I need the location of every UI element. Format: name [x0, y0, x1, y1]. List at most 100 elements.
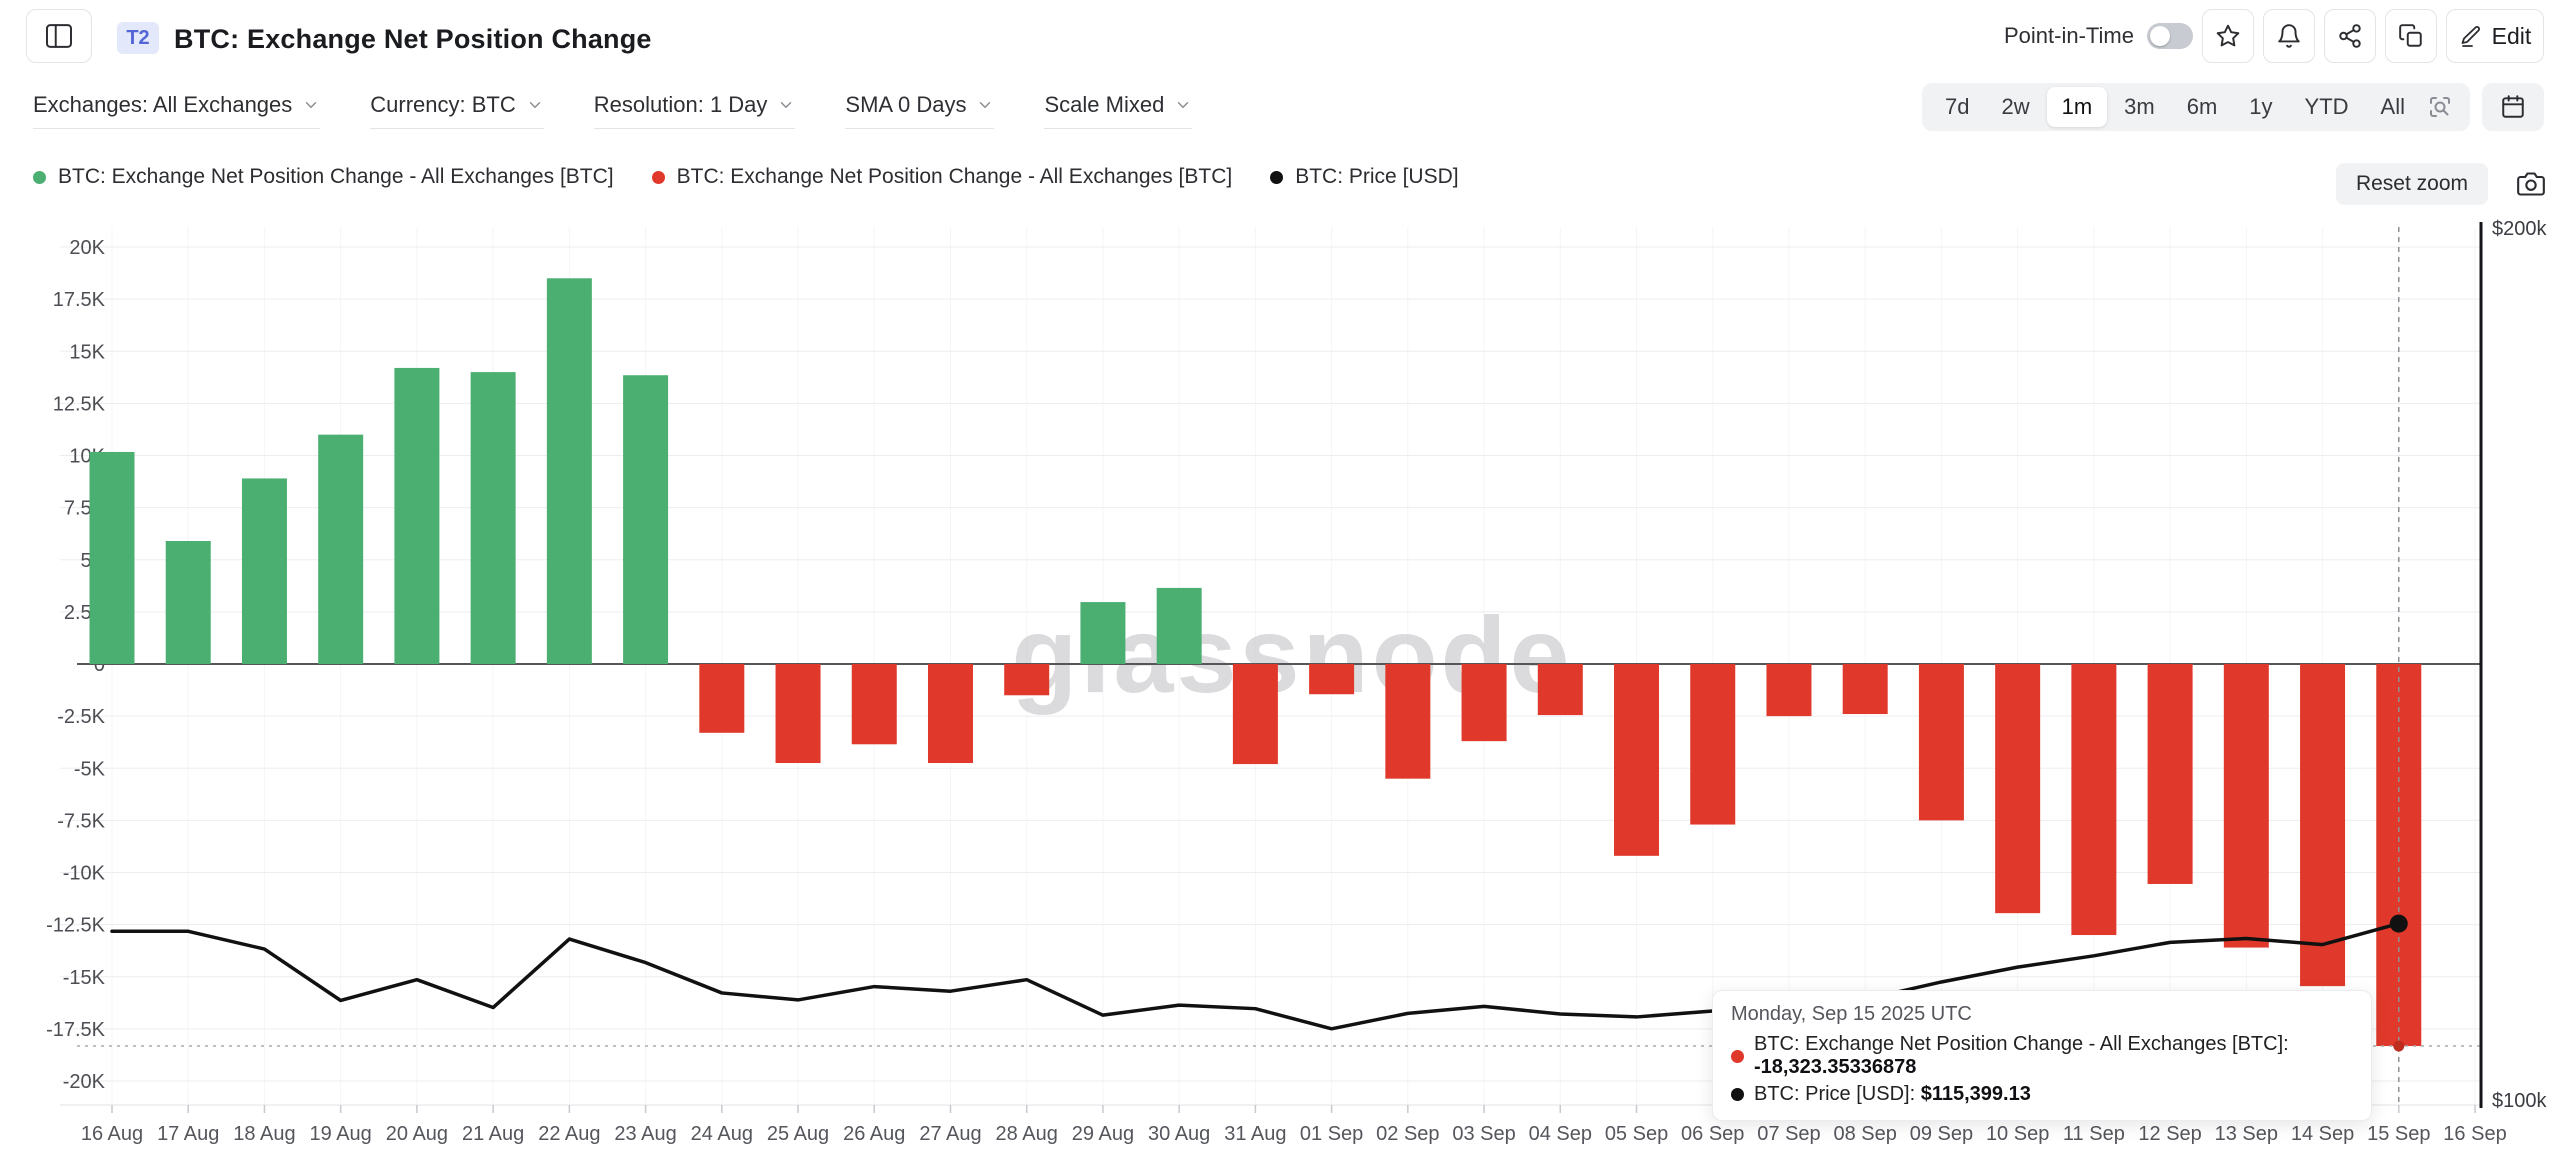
y-axis-tick-label: -20K	[63, 1071, 106, 1093]
x-axis-label: 14 Sep	[2291, 1123, 2354, 1145]
sidebar-toggle-button[interactable]	[26, 9, 92, 63]
x-axis-label: 28 Aug	[996, 1123, 1058, 1145]
y-axis-tick-label: 12.5K	[53, 393, 106, 415]
range-ytd[interactable]: YTD	[2304, 94, 2349, 119]
tooltip-row-text: BTC: Exchange Net Position Change - All …	[1754, 1033, 2289, 1078]
range-controls: 7d 2w 1m 3m 6m 1y YTD All	[1922, 83, 2544, 131]
y-axis-tick-label: -15K	[63, 967, 106, 989]
share-button[interactable]	[2324, 9, 2376, 63]
x-axis-label: 04 Sep	[1529, 1123, 1592, 1145]
bar-17-aug	[165, 540, 211, 664]
chevron-down-icon	[306, 102, 317, 108]
point-in-time-toggle[interactable]	[2147, 23, 2193, 49]
range-1m[interactable]: 1m	[2046, 87, 2108, 127]
bar-30-aug	[1156, 587, 1202, 664]
chevron-down-icon	[529, 102, 541, 108]
bar-10-sep	[1995, 664, 2041, 914]
x-axis-label: 29 Aug	[1072, 1123, 1134, 1145]
range-1y[interactable]: 1y	[2249, 94, 2273, 119]
x-axis-label: 27 Aug	[919, 1123, 981, 1145]
chart-legend: BTC: Exchange Net Position Change - All …	[33, 165, 1459, 189]
legend-item-0[interactable]: BTC: Exchange Net Position Change - All …	[33, 165, 614, 189]
bar-02-sep	[1385, 664, 1431, 779]
bar-19-aug	[318, 434, 364, 664]
toggle-knob	[2150, 26, 2170, 46]
y-axis-tick-label: 15K	[69, 341, 105, 363]
price-axis-top-label: $200k	[2492, 218, 2547, 240]
alert-button[interactable]	[2263, 9, 2315, 63]
x-axis-label: 18 Aug	[233, 1123, 295, 1145]
bar-29-aug	[1080, 602, 1126, 664]
x-axis-label: 05 Sep	[1605, 1123, 1668, 1145]
filter-label: Currency: BTC	[370, 92, 516, 117]
bar-23-aug	[623, 375, 669, 664]
y-axis-tick-label: -17.5K	[46, 1019, 106, 1041]
edit-button-label: Edit	[2491, 22, 2532, 49]
bar-25-aug	[775, 664, 821, 764]
x-axis-label: 22 Aug	[538, 1123, 600, 1145]
page-title: BTC: Exchange Net Position Change	[174, 24, 652, 54]
x-axis-label: 23 Aug	[614, 1123, 676, 1145]
price-axis-bottom-label: $100k	[2492, 1090, 2547, 1112]
filter-resolution[interactable]: Resolution: 1 Day	[593, 92, 796, 129]
bar-04-sep	[1537, 664, 1583, 716]
legend-item-2[interactable]: BTC: Price [USD]	[1270, 165, 1459, 189]
legend-dot	[651, 170, 665, 184]
copy-icon	[2399, 24, 2422, 47]
filter-label: Exchanges: All Exchanges	[33, 92, 293, 117]
y-axis-tick-label: 20K	[69, 237, 105, 259]
bar-07-sep	[1766, 664, 1812, 717]
x-axis-label: 19 Aug	[310, 1123, 372, 1145]
y-axis-tick-label: -2.5K	[57, 706, 105, 728]
edit-button[interactable]: Edit	[2446, 9, 2544, 63]
hovered-bar-marker	[2393, 1040, 2405, 1052]
filter-currency[interactable]: Currency: BTC	[370, 92, 544, 129]
x-axis-label: 06 Sep	[1681, 1123, 1744, 1145]
x-axis-label: 02 Sep	[1376, 1123, 1439, 1145]
legend-dot	[1270, 170, 1284, 184]
x-axis-label: 25 Aug	[767, 1123, 829, 1145]
bar-18-aug	[241, 478, 287, 664]
favorite-button[interactable]	[2202, 9, 2254, 63]
range-7d[interactable]: 7d	[1945, 94, 1970, 119]
screenshot-button[interactable]	[2516, 170, 2546, 198]
x-axis-label: 01 Sep	[1300, 1123, 1363, 1145]
filter-sma[interactable]: SMA 0 Days	[845, 92, 995, 129]
y-axis-tick-label: -12.5K	[46, 915, 106, 937]
price-point-marker	[2389, 914, 2408, 933]
reset-zoom-button[interactable]: Reset zoom	[2335, 163, 2488, 205]
filter-bar: Exchanges: All Exchanges Currency: BTC Res…	[33, 92, 1193, 129]
filter-exchanges[interactable]: Exchanges: All Exchanges	[33, 92, 321, 129]
legend-item-1[interactable]: BTC: Exchange Net Position Change - All …	[651, 165, 1232, 189]
x-axis-label: 03 Sep	[1452, 1123, 1515, 1145]
bar-06-sep	[1690, 664, 1736, 825]
duplicate-button[interactable]	[2385, 9, 2437, 63]
bell-icon	[2278, 24, 2300, 48]
y-axis-tick-label: -5K	[74, 758, 106, 780]
bar-27-aug	[927, 664, 973, 764]
bar-01-sep	[1309, 664, 1355, 695]
filter-scale[interactable]: Scale Mixed	[1044, 92, 1193, 129]
range-all[interactable]: All	[2380, 94, 2405, 119]
bar-24-aug	[699, 664, 745, 733]
bar-26-aug	[851, 664, 897, 745]
x-axis-label: 09 Sep	[1910, 1123, 1973, 1145]
zoom-select-button[interactable]	[2422, 95, 2462, 119]
range-selector: 7d 2w 1m 3m 6m 1y YTD All	[1922, 83, 2470, 131]
x-axis-label: 30 Aug	[1148, 1123, 1210, 1145]
tooltip-date: Monday, Sep 15 2025 UTC	[1731, 1003, 1972, 1025]
range-6m[interactable]: 6m	[2186, 94, 2218, 119]
chevron-down-icon	[980, 102, 991, 108]
point-in-time-label: Point-in-Time	[2004, 23, 2134, 48]
x-axis-label: 16 Aug	[81, 1123, 143, 1145]
legend-label: BTC: Exchange Net Position Change - All …	[58, 165, 614, 188]
sidebar-panel-icon	[46, 24, 72, 48]
bar-21-aug	[470, 372, 516, 664]
range-2w[interactable]: 2w	[2001, 94, 2030, 119]
range-3m[interactable]: 3m	[2124, 94, 2155, 119]
calendar-button[interactable]	[2482, 83, 2544, 131]
chevron-down-icon	[781, 102, 792, 108]
bar-12-sep	[2147, 664, 2193, 884]
bar-14-sep	[2300, 664, 2346, 987]
